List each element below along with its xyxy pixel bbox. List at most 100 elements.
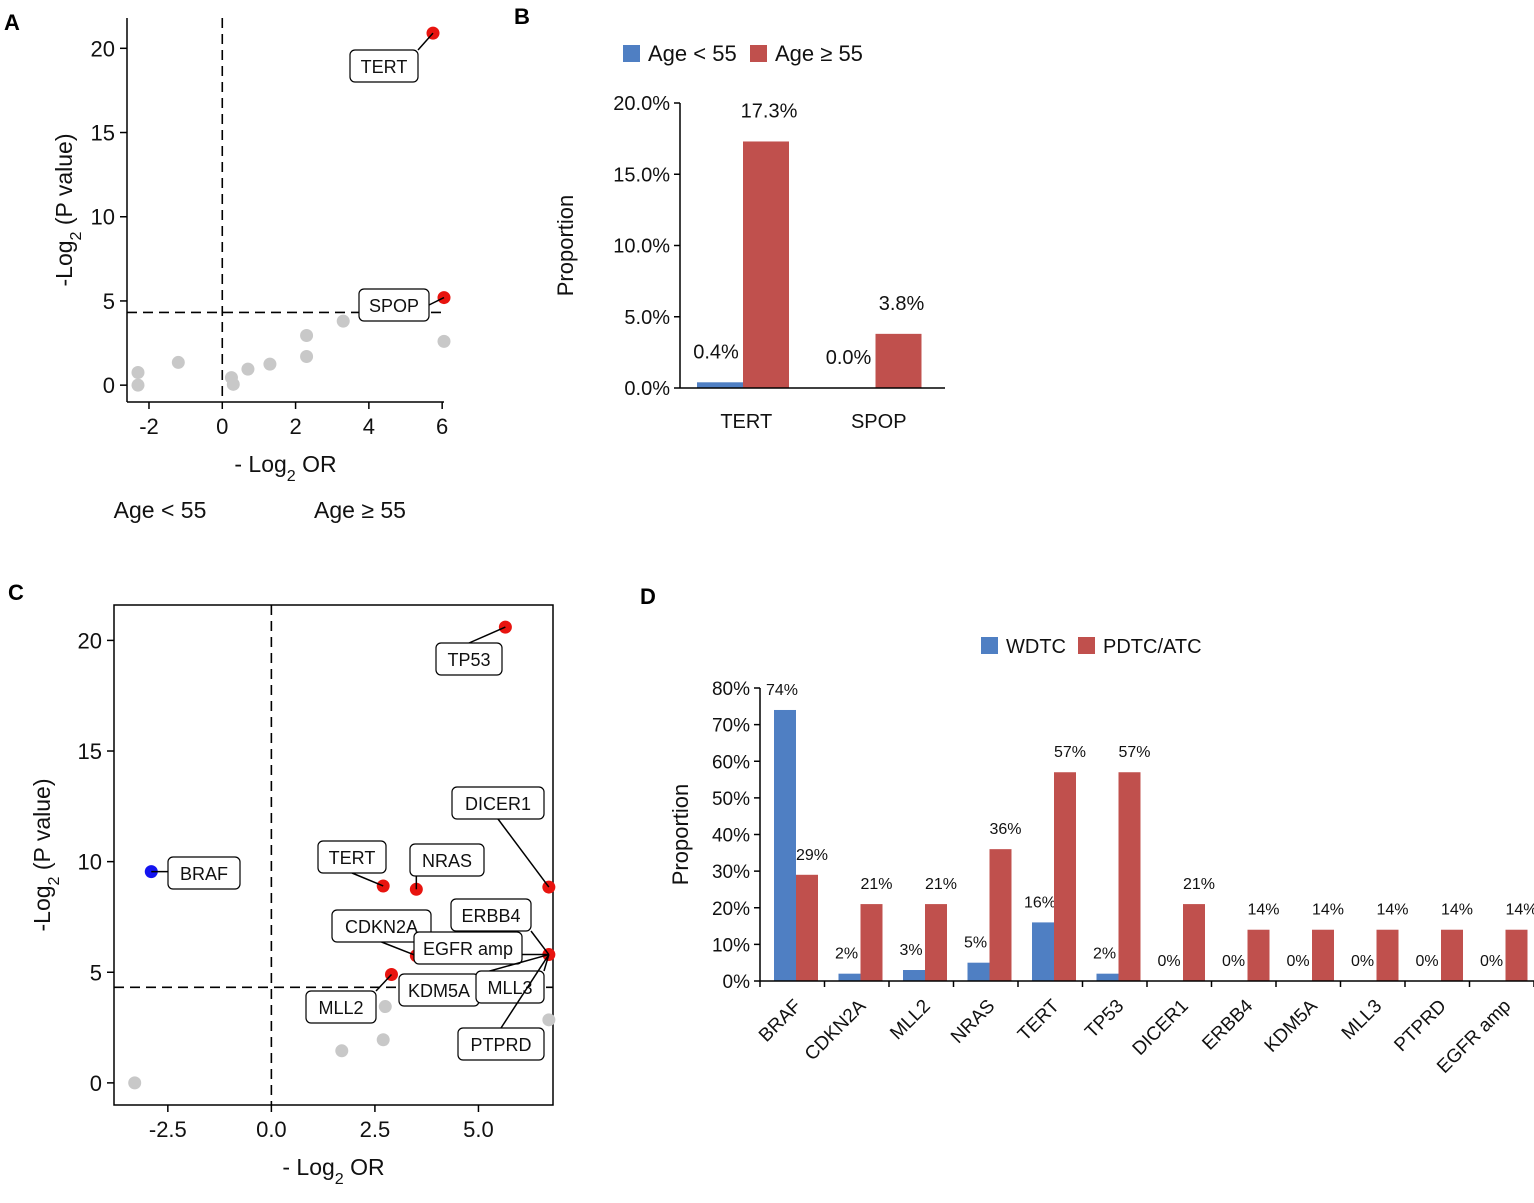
x-tick-label: 0.0 — [256, 1117, 287, 1142]
y-tick-label: 50% — [712, 789, 750, 810]
data-label: 21% — [925, 876, 957, 893]
bar — [1054, 772, 1076, 981]
data-point — [437, 334, 451, 348]
bar — [1312, 929, 1334, 981]
x-tick-label: 2 — [289, 414, 301, 439]
data-point — [226, 377, 240, 391]
bar — [1118, 772, 1141, 981]
y-tick-label: 20 — [78, 628, 102, 653]
label-connector — [543, 954, 550, 972]
y-tick-label: 70% — [712, 716, 750, 737]
data-label: 16% — [1024, 894, 1056, 911]
gene-label: DICER1 — [465, 794, 531, 814]
y-tick-label: 20% — [712, 899, 750, 920]
gene-label: NRAS — [422, 851, 472, 871]
bar — [774, 709, 796, 981]
bar — [967, 962, 990, 981]
y-tick-label: 5.0% — [624, 307, 670, 329]
y-tick-label: 20 — [91, 36, 115, 61]
y-tick-label: 20.0% — [613, 93, 670, 115]
y-tick-label: 15.0% — [613, 164, 670, 186]
gene-label: MLL2 — [318, 998, 363, 1018]
panel-d-letter: D — [640, 584, 656, 609]
chart-a-volcano: -2 0 2 4 6 0 5 10 15 20 TERT SPOP - Log2 OR -Log2 (P … — [51, 18, 451, 523]
y-tick-label: 40% — [712, 826, 750, 847]
y-tick-label: 0 — [103, 373, 115, 398]
gene-label-box — [358, 288, 430, 322]
category-label: CDKN2A — [801, 995, 871, 1065]
bar — [903, 970, 925, 981]
y-axis-title: Proportion — [553, 195, 578, 297]
x-tick-label: 5.0 — [463, 1117, 494, 1142]
gene-label-box — [305, 990, 377, 1024]
bar — [860, 904, 883, 981]
gene-label: BRAF — [180, 864, 228, 884]
legend-swatch — [750, 45, 767, 62]
data-label: 17.3% — [741, 100, 798, 122]
category-label: NRAS — [947, 996, 999, 1048]
gene-label: EGFR amp — [423, 939, 513, 959]
data-point — [128, 1076, 142, 1090]
gene-label-box — [317, 840, 387, 874]
x-tick-label: 0 — [216, 414, 228, 439]
gene-label-box — [435, 642, 503, 676]
group-right-label: Age ≥ 55 — [314, 497, 406, 523]
x-axis-title: - Log2 OR — [234, 451, 336, 485]
legend-label: PDTC/ATC — [1103, 636, 1202, 658]
gene-label-box — [451, 786, 545, 820]
chart-c-volcano: -2.5 0.0 2.5 5.0 0 5 10 15 20 TP53 BRAF TERT NRAS DIC… — [29, 604, 556, 1203]
bar — [1441, 929, 1463, 981]
x-tick-label: -2 — [139, 414, 159, 439]
bar — [989, 849, 1012, 981]
category-label: TERT — [720, 411, 772, 433]
data-point — [300, 328, 314, 342]
data-point — [378, 1000, 392, 1014]
data-point — [376, 1033, 390, 1047]
legend-swatch — [623, 45, 640, 62]
y-tick-label: 30% — [712, 862, 750, 883]
y-tick-label: 10% — [712, 935, 750, 956]
y-tick-label: 5 — [103, 289, 115, 314]
data-label: 2% — [835, 946, 858, 963]
panel-b-letter: B — [514, 4, 530, 29]
y-tick-label: 80% — [712, 679, 750, 700]
bar — [697, 382, 743, 388]
y-tick-label: 60% — [712, 752, 750, 773]
bar — [1247, 929, 1270, 981]
gene-label-box — [450, 898, 532, 932]
y-tick-label: 0 — [90, 1071, 102, 1096]
gene-label: TERT — [329, 848, 376, 868]
data-label: 29% — [796, 847, 828, 864]
category-label: PTPRD — [1390, 996, 1450, 1056]
legend-swatch — [981, 637, 998, 654]
category-label: SPOP — [851, 411, 907, 433]
data-point — [131, 366, 145, 380]
data-label: 14% — [1505, 902, 1534, 919]
data-label: 0.0% — [826, 347, 872, 369]
panel-a-letter: A — [4, 10, 20, 35]
group-right-label: PDTC/ATC — [386, 1200, 499, 1203]
gene-label-box — [349, 49, 419, 83]
label-connector — [530, 930, 550, 956]
gene-label-box — [167, 856, 241, 890]
data-label: 36% — [989, 821, 1021, 838]
y-tick-label: 0% — [723, 972, 751, 993]
data-label: 0% — [1351, 953, 1374, 970]
data-label: 14% — [1376, 902, 1408, 919]
data-label: 57% — [1054, 744, 1086, 761]
group-left-label: WDTC — [161, 1200, 230, 1203]
panel-c-letter: C — [8, 580, 24, 605]
y-tick-label: 15 — [78, 739, 102, 764]
chart-b-bars: Age < 55 Age ≥ 55 0.4% 17.3% TERT 0.0% 3.8% SPO… — [553, 41, 945, 433]
data-label: 0.4% — [693, 341, 739, 363]
gene-label-box — [409, 843, 485, 877]
data-label: 0% — [1222, 953, 1245, 970]
label-connector — [351, 872, 384, 887]
data-label: 21% — [1183, 876, 1215, 893]
bar — [1183, 904, 1205, 981]
y-axis-title: -Log2 (P value) — [29, 778, 63, 931]
bar — [1376, 929, 1399, 981]
gene-label: TP53 — [447, 650, 490, 670]
y-axis-title: Proportion — [668, 784, 693, 886]
data-label: 74% — [766, 682, 798, 699]
